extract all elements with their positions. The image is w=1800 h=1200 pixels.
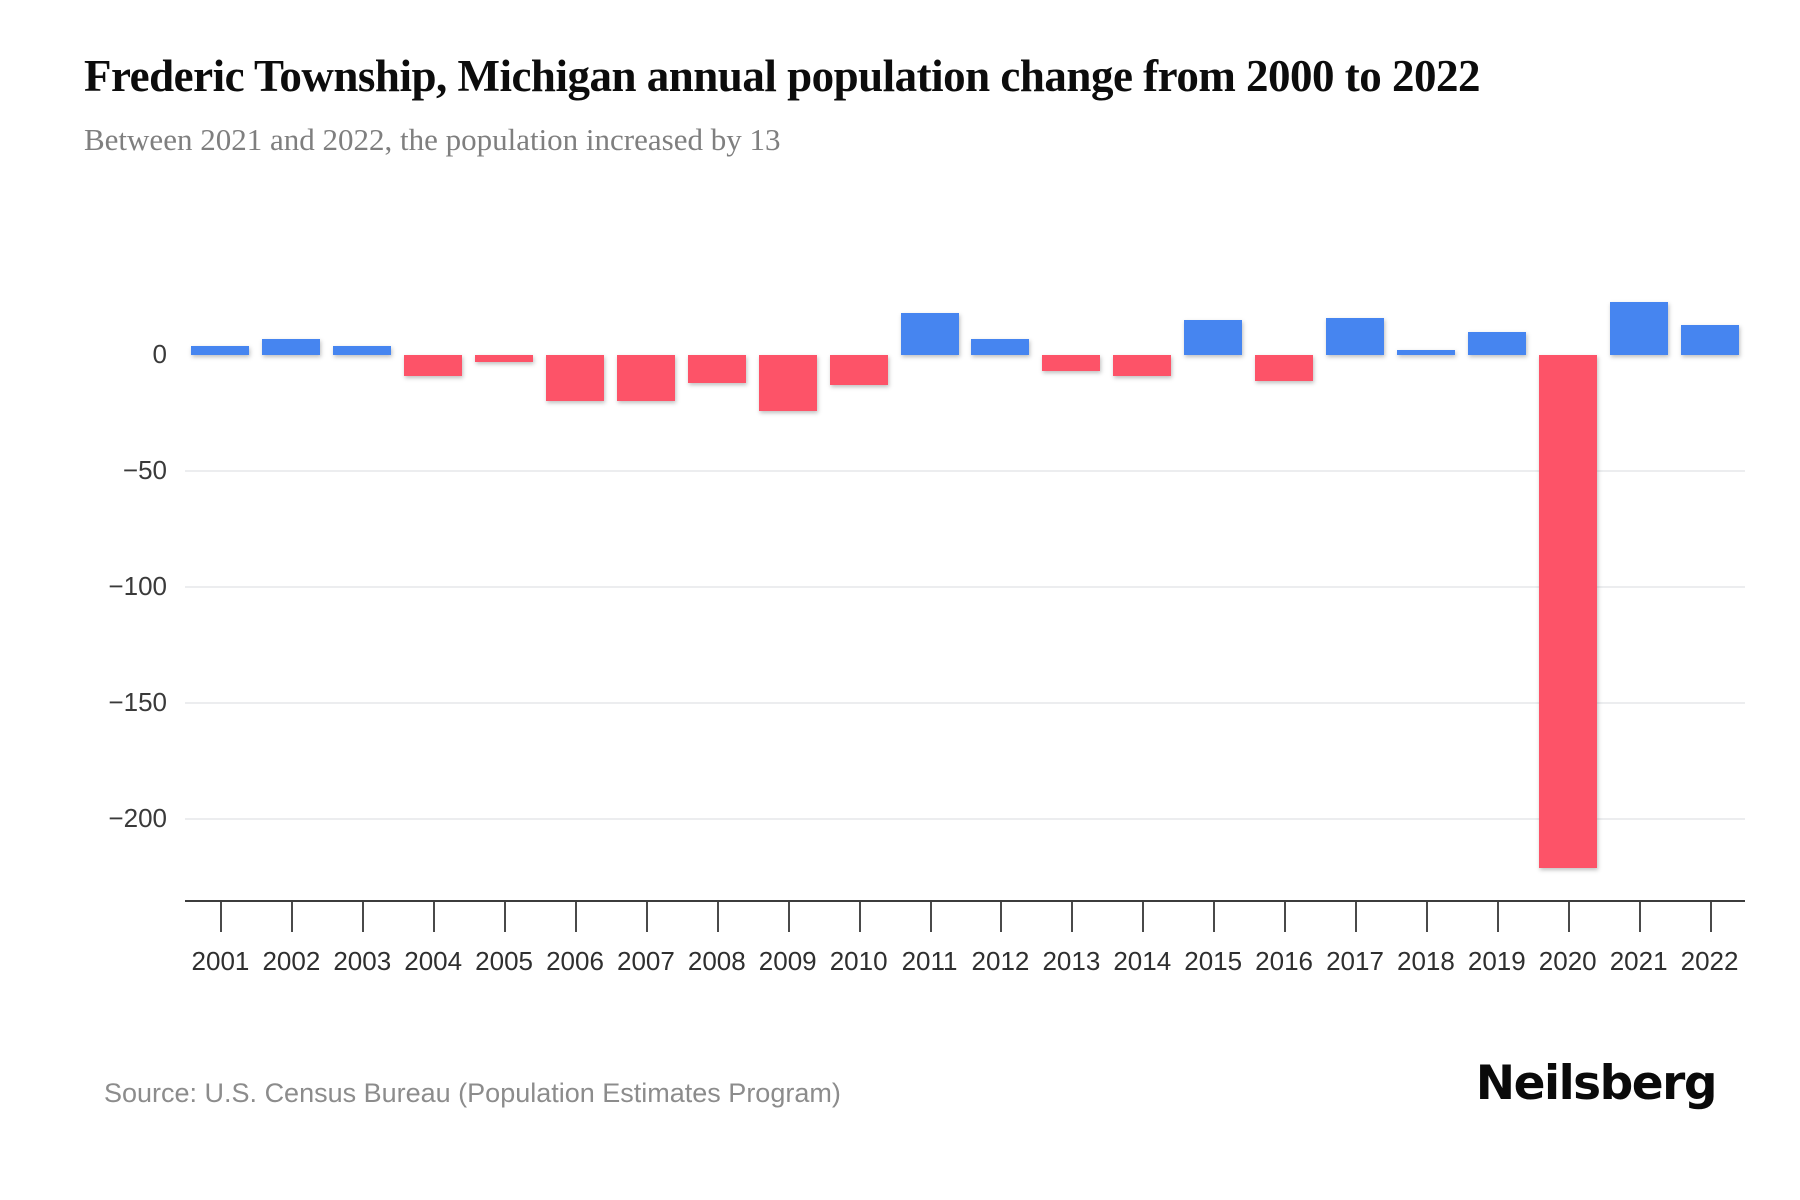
x-tick-2001 xyxy=(220,902,223,932)
x-tick-2009 xyxy=(787,902,790,932)
x-axis-label-2016: 2016 xyxy=(1255,946,1313,976)
bar-2016[interactable] xyxy=(1255,355,1314,381)
x-axis-label-2022: 2022 xyxy=(1680,946,1739,976)
x-tick-2016 xyxy=(1284,902,1287,932)
y-axis-label--100: −100 xyxy=(108,570,167,601)
bar-2009[interactable] xyxy=(758,355,817,411)
bar-2018[interactable] xyxy=(1396,350,1455,355)
x-tick-2008 xyxy=(716,902,719,932)
x-axis-label-2012: 2012 xyxy=(971,946,1030,976)
bar-2007[interactable] xyxy=(616,355,675,402)
bar-2006[interactable] xyxy=(546,355,604,402)
x-axis-label-2021: 2021 xyxy=(1609,946,1668,976)
bar-2011[interactable] xyxy=(900,313,959,355)
x-axis-label-2018: 2018 xyxy=(1396,946,1455,976)
y-axis-label--50: −50 xyxy=(122,454,167,485)
x-axis-label-2009: 2009 xyxy=(758,946,817,976)
x-axis-label-2013: 2013 xyxy=(1042,946,1101,976)
x-axis-label-2019: 2019 xyxy=(1467,946,1526,976)
x-tick-2002 xyxy=(291,902,294,932)
x-tick-2006 xyxy=(575,902,577,932)
x-axis-label-2010: 2010 xyxy=(829,946,888,976)
bar-2010[interactable] xyxy=(829,355,888,386)
x-tick-2017 xyxy=(1355,902,1357,932)
x-tick-2004 xyxy=(433,902,436,932)
bar-2019[interactable] xyxy=(1467,331,1526,355)
bar-2008[interactable] xyxy=(687,355,746,383)
x-axis-label-2002: 2002 xyxy=(262,946,321,976)
bar-2005[interactable] xyxy=(475,355,534,362)
x-axis-label-2015: 2015 xyxy=(1184,946,1243,976)
y-axis-label--150: −150 xyxy=(108,686,167,717)
bar-2013[interactable] xyxy=(1042,355,1101,372)
chart-title: Frederic Township, Michigan annual popul… xyxy=(84,51,1481,101)
x-tick-2021 xyxy=(1638,902,1641,932)
x-tick-2013 xyxy=(1071,902,1074,932)
bar-2014[interactable] xyxy=(1113,355,1172,376)
x-axis-label-2014: 2014 xyxy=(1113,946,1172,976)
x-tick-2022 xyxy=(1709,902,1712,932)
x-tick-2003 xyxy=(362,902,365,932)
x-tick-2011 xyxy=(929,902,932,932)
neilsberg-logo: Neilsberg xyxy=(1475,1056,1718,1111)
bar-2020[interactable] xyxy=(1538,355,1597,868)
x-axis-label-2006: 2006 xyxy=(546,946,604,976)
source-attribution: Source: U.S. Census Bureau (Population E… xyxy=(104,1078,841,1108)
bar-2015[interactable] xyxy=(1184,320,1243,355)
x-axis-label-2003: 2003 xyxy=(333,946,392,976)
x-tick-2020 xyxy=(1567,902,1570,932)
bar-2012[interactable] xyxy=(971,338,1030,355)
x-axis-label-2007: 2007 xyxy=(616,946,675,976)
x-tick-2010 xyxy=(858,902,861,932)
x-tick-2019 xyxy=(1496,902,1499,932)
bar-2003[interactable] xyxy=(333,345,392,355)
bar-2002[interactable] xyxy=(262,338,321,355)
bar-2021[interactable] xyxy=(1609,301,1668,355)
x-tick-2014 xyxy=(1142,902,1145,932)
x-axis-label-2005: 2005 xyxy=(475,946,533,976)
bar-2004[interactable] xyxy=(404,355,463,376)
gridline--200 xyxy=(185,818,1745,820)
x-axis-label-2017: 2017 xyxy=(1326,946,1384,976)
x-axis-label-2020: 2020 xyxy=(1538,946,1597,976)
y-axis-label--200: −200 xyxy=(108,802,167,833)
x-axis-label-2001: 2001 xyxy=(191,946,250,976)
bar-2017[interactable] xyxy=(1326,317,1384,355)
x-tick-2012 xyxy=(1000,902,1003,932)
bar-2001[interactable] xyxy=(191,345,250,355)
gridline--100 xyxy=(185,586,1745,588)
gridline--50 xyxy=(185,470,1745,472)
x-tick-2018 xyxy=(1425,902,1428,932)
x-axis-line xyxy=(185,900,1745,902)
x-tick-2015 xyxy=(1213,902,1216,932)
bar-2022[interactable] xyxy=(1680,324,1739,355)
x-tick-2007 xyxy=(645,902,648,932)
gridline--150 xyxy=(185,702,1745,704)
x-tick-2005 xyxy=(504,902,507,932)
chart-subtitle: Between 2021 and 2022, the population in… xyxy=(84,122,781,157)
x-axis-label-2004: 2004 xyxy=(404,946,463,976)
y-axis-label-0: 0 xyxy=(152,338,167,369)
x-axis-label-2011: 2011 xyxy=(901,946,958,976)
x-axis-label-2008: 2008 xyxy=(687,946,746,976)
